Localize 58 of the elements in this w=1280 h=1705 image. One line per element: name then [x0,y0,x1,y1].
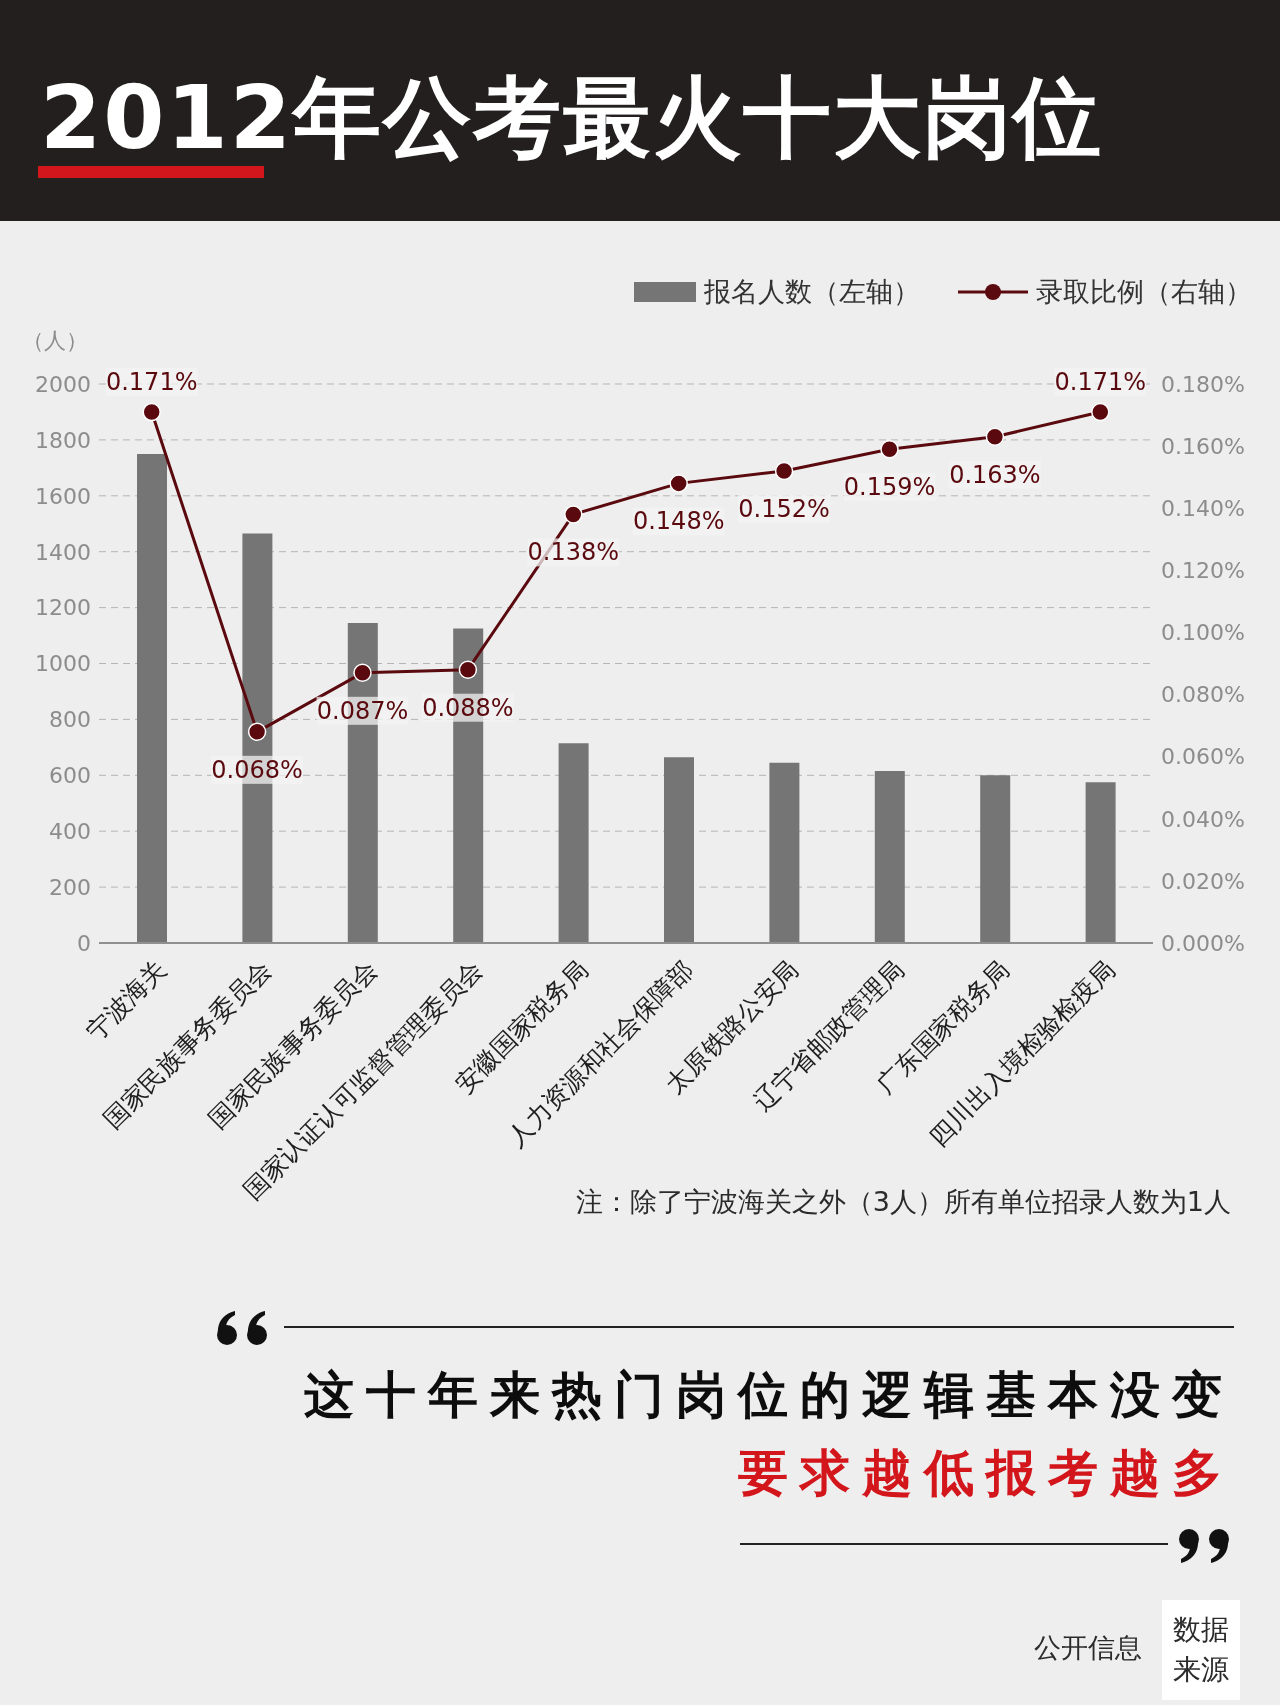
legend-label: 报名人数（左轴） [704,275,920,309]
y-tick-label: 0 [77,930,91,956]
y2-tick-label: 0.160% [1161,433,1245,459]
point [564,505,583,524]
data-label: 0.152% [738,494,830,523]
data-label: 0.138% [527,538,620,567]
y-tick-label: 600 [49,763,91,789]
y-tick-label: 800 [49,707,91,733]
bar [1085,782,1116,943]
bar [769,762,800,943]
text: 数据来源 [1162,1600,1240,1700]
text: 这十年来热门岗位的逻辑基本没变 [304,1365,1234,1426]
point [669,474,688,493]
y-tick-label: 400 [49,819,91,845]
y-tick-label: 1800 [35,427,91,453]
y2-tick-label: 0.120% [1161,558,1245,584]
point [458,660,478,679]
y-tick-label: 1600 [35,483,91,509]
bar [137,453,167,943]
y-axis-title: （人） [22,327,88,355]
x-tick-label: 宁波海关 [80,954,172,1046]
y2-tick-label: 0.040% [1161,806,1245,832]
data-label: 0.159% [843,473,936,502]
data-label: 0.171% [105,367,198,396]
bar [980,775,1011,943]
chart-title: 2012年公考最火十大岗位 [40,66,1103,169]
y2-tick-label: 0.100% [1161,620,1245,646]
data-label: 0.163% [949,460,1041,489]
point [880,439,899,459]
point [353,663,372,683]
data-label: 0.088% [422,693,514,722]
point [1091,402,1110,422]
bar [664,757,694,943]
legend-label: 录取比例（右轴） [1036,275,1252,309]
point [985,427,1005,447]
point [247,722,267,742]
bar [558,743,589,943]
point [774,461,794,481]
data-label: 0.148% [632,507,725,536]
y2-tick-label: 0.080% [1161,682,1245,708]
y-tick-label: 1000 [35,651,91,677]
data-label: 0.171% [1054,367,1147,396]
y2-tick-label: 0.020% [1161,868,1245,894]
text: 公开信息 [1034,1631,1142,1665]
text: 注：除了宁波海关之外（3人）所有单位招录人数为1人 [575,1185,1231,1219]
y2-tick-label: 0.140% [1161,496,1245,522]
y-tick-label: 200 [49,874,91,900]
y-tick-label: 1200 [35,595,91,621]
text: 要求越低报考越多 [738,1443,1234,1504]
y-tick-label: 1400 [35,539,91,565]
y2-tick-label: 0.060% [1161,744,1245,770]
data-label: 0.087% [316,696,409,725]
y2-tick-label: 0.180% [1161,371,1245,397]
point [142,402,161,422]
bar [874,771,905,943]
data-label: 0.068% [211,755,303,784]
y-tick-label: 2000 [35,371,91,397]
y2-tick-label: 0.000% [1161,930,1245,956]
